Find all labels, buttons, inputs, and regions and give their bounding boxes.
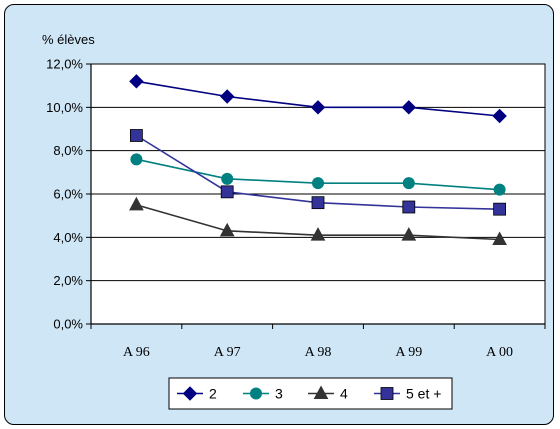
legend-item: 2 bbox=[177, 386, 217, 402]
y-axis-label: % élèves bbox=[42, 32, 95, 47]
x-tick-label: A 00 bbox=[486, 345, 513, 360]
data-point bbox=[310, 227, 326, 241]
y-tick-label: 8,0% bbox=[53, 143, 83, 158]
y-tick-label: 4,0% bbox=[53, 230, 83, 245]
y-tick-label: 2,0% bbox=[53, 273, 83, 288]
y-axis-ticks: 0,0% 2,0% 4,0% 6,0% 8,0% 10,0% 12,0% bbox=[46, 57, 91, 332]
legend: 2 3 4 5 et + bbox=[168, 377, 453, 410]
data-point bbox=[493, 202, 507, 216]
series-1 bbox=[130, 153, 506, 196]
x-tick-label: A 99 bbox=[395, 345, 422, 360]
legend-label: 5 et + bbox=[406, 386, 441, 402]
data-point bbox=[129, 129, 143, 142]
data-point bbox=[130, 153, 143, 166]
data-point bbox=[129, 196, 144, 211]
data-point bbox=[492, 108, 507, 124]
legend-label: 3 bbox=[275, 386, 283, 402]
data-point bbox=[310, 100, 326, 115]
data-point bbox=[219, 222, 235, 237]
data-point bbox=[220, 185, 234, 199]
legend-item: 5 et + bbox=[374, 386, 441, 402]
data-point bbox=[221, 172, 234, 185]
y-tick-label: 10,0% bbox=[46, 100, 83, 115]
data-point bbox=[311, 196, 325, 210]
series-layer bbox=[129, 74, 507, 245]
y-tick-label: 0,0% bbox=[53, 317, 83, 332]
legend-marker bbox=[380, 387, 394, 400]
x-tick-label: A 98 bbox=[305, 345, 332, 360]
series-0 bbox=[129, 74, 507, 124]
legend-marker bbox=[182, 386, 198, 401]
legend-label: 2 bbox=[209, 386, 217, 402]
x-tick-label: A 96 bbox=[123, 345, 150, 360]
y-tick-label: 12,0% bbox=[46, 57, 83, 72]
data-point bbox=[219, 89, 235, 104]
data-point bbox=[492, 231, 507, 245]
data-point bbox=[493, 183, 506, 196]
y-tick-label: 6,0% bbox=[53, 187, 83, 202]
data-point bbox=[129, 74, 144, 89]
data-point bbox=[401, 227, 417, 241]
x-axis-ticks: A 96 A 97 A 98 A 99 A 00 bbox=[90, 324, 546, 360]
legend-item: 3 bbox=[243, 386, 283, 402]
legend-marker bbox=[250, 387, 262, 400]
series-3 bbox=[129, 129, 507, 216]
legend-item: 4 bbox=[308, 385, 348, 402]
legend-marker bbox=[313, 385, 329, 399]
data-point bbox=[401, 100, 417, 115]
data-point bbox=[312, 177, 324, 190]
series-2 bbox=[129, 196, 507, 245]
data-point bbox=[402, 177, 415, 190]
x-tick-label: A 97 bbox=[214, 345, 241, 360]
legend-label: 4 bbox=[340, 386, 348, 402]
data-point bbox=[402, 200, 416, 214]
